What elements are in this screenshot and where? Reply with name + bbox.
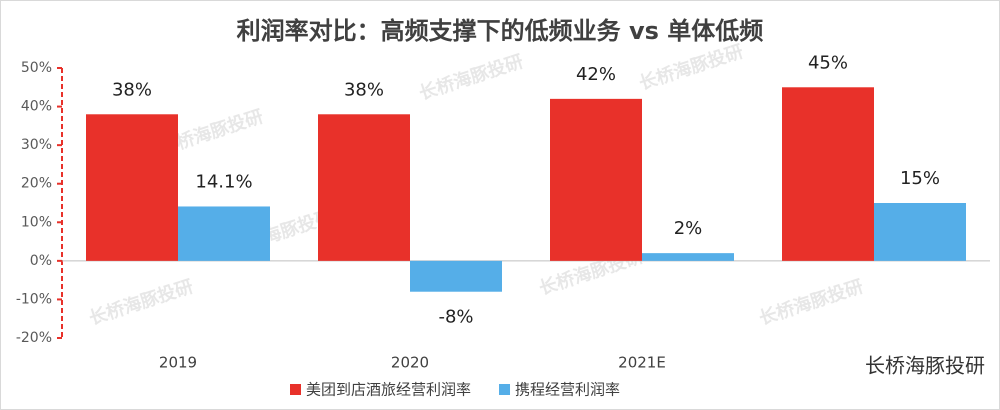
chart-title: 利润率对比：高频支撑下的低频业务 vs 单体低频 [237, 17, 764, 45]
y-tick-label: 10% [21, 214, 52, 230]
bar [410, 260, 502, 292]
data-label: 2% [674, 218, 703, 239]
bar [550, 98, 642, 261]
legend-swatch [290, 384, 301, 395]
brand-label: 长桥海豚投研 [865, 354, 985, 378]
legend-label: 美团到店酒旅经营利润率 [306, 381, 471, 399]
data-label: 14.1% [195, 171, 252, 192]
y-tick-label: 20% [21, 176, 52, 192]
y-tick-label: 0% [30, 253, 52, 269]
data-label: 38% [112, 79, 152, 100]
y-tick-label: 30% [21, 137, 52, 153]
x-tick-label: 2019 [159, 354, 197, 372]
x-tick-label: 2020 [391, 354, 429, 372]
legend-label: 携程经营利润率 [515, 381, 620, 399]
bar [782, 87, 874, 261]
data-label: -8% [438, 307, 473, 328]
y-tick-label: -20% [16, 330, 52, 346]
data-label: 45% [808, 52, 848, 73]
data-label: 15% [900, 168, 940, 189]
data-label: 42% [576, 64, 616, 85]
legend-swatch [499, 384, 511, 395]
data-label: 38% [344, 79, 384, 100]
bar [86, 114, 178, 261]
bar [318, 114, 410, 261]
y-tick-label: 40% [21, 99, 52, 115]
y-tick-label: 50% [21, 60, 52, 76]
x-tick-label: 2021E [618, 354, 666, 372]
y-tick-label: -10% [16, 291, 52, 307]
bar [642, 253, 734, 261]
bar [874, 203, 966, 261]
bar [178, 206, 270, 261]
